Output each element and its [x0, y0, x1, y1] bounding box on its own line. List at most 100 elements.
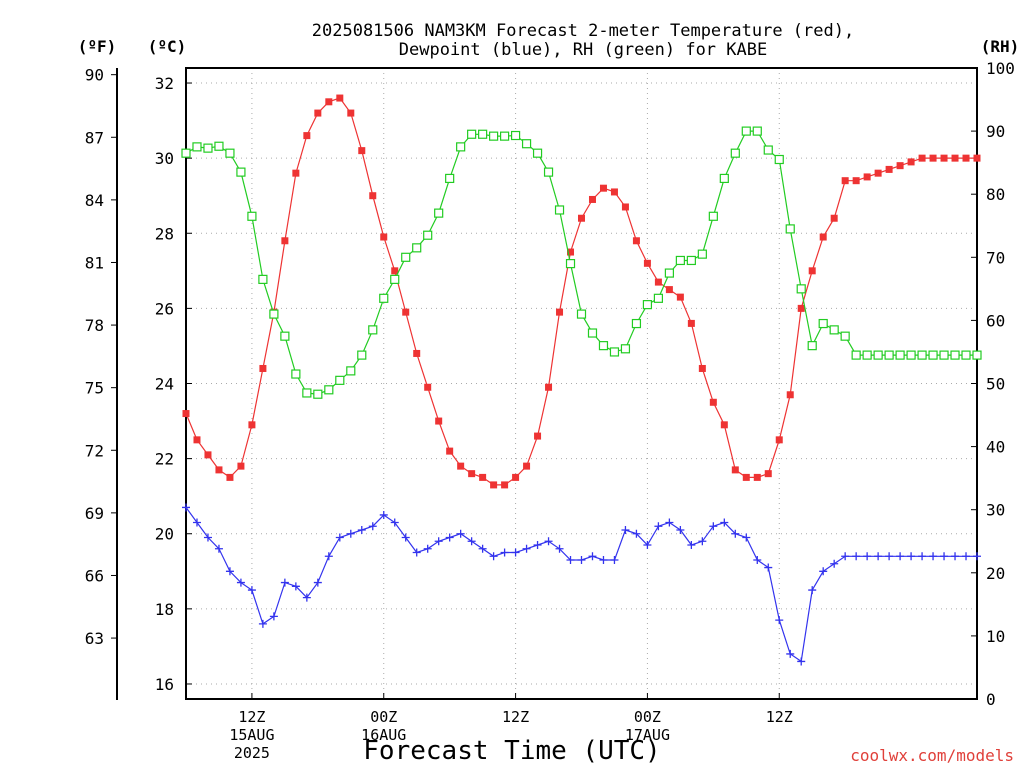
time-tick-label: 00Z	[370, 708, 397, 726]
dewpoint-point	[962, 552, 971, 561]
dewpoint-point	[863, 552, 872, 561]
fahrenheit-axis: 63 66 69 72 75 78 81 84 87 90	[85, 66, 117, 648]
temperature-point	[369, 192, 377, 200]
temperature-point	[215, 466, 223, 474]
temperature-point	[259, 364, 267, 372]
temperature-point	[281, 237, 289, 245]
celsius-tick-label: 26	[155, 299, 174, 318]
dewpoint-point	[951, 552, 960, 561]
time-tick-label: 12Z	[502, 708, 529, 726]
temperature-point	[347, 109, 355, 117]
fahrenheit-tick-label: 66	[85, 566, 104, 585]
dewpoint-point	[445, 533, 454, 542]
rh-tick-label: 60	[986, 311, 1005, 330]
dewpoint-point	[753, 556, 762, 565]
temperature-point	[940, 154, 948, 162]
rh-point	[445, 173, 455, 184]
rh-axis: 0 10 20 30 40 50 60 70 80 90 100	[971, 59, 1015, 709]
rh-point	[335, 375, 345, 385]
credit-label: coolwx.com/models	[850, 746, 1014, 765]
rh-point	[950, 350, 960, 360]
rh-point	[642, 300, 653, 310]
rh-point	[357, 350, 367, 360]
rh-point	[840, 331, 850, 341]
dewpoint-point	[775, 616, 784, 625]
dewpoint-point	[500, 548, 509, 557]
temperature-point	[292, 169, 300, 177]
dewpoint-point	[940, 552, 949, 561]
dewpoint-point	[335, 533, 344, 542]
temperature-point	[446, 447, 454, 455]
fahrenheit-unit-label: (ºF)	[78, 37, 117, 56]
rh-point	[412, 243, 422, 253]
dewpoint-point	[379, 510, 388, 519]
dewpoint-point	[214, 544, 223, 553]
temperature-point	[303, 132, 311, 140]
temperature-point	[797, 304, 805, 312]
fahrenheit-tick-label: 72	[85, 441, 104, 460]
rh-point	[489, 131, 499, 141]
rh-point	[181, 148, 191, 158]
temperature-point	[841, 177, 849, 185]
temperature-point	[720, 421, 728, 429]
temperature-point	[951, 154, 959, 162]
temperature-point	[830, 214, 838, 222]
rh-point	[664, 268, 674, 278]
dewpoint-point	[291, 582, 300, 591]
rh-point	[214, 141, 224, 151]
celsius-tick-label: 28	[155, 224, 174, 243]
dewpoint-point	[182, 503, 190, 512]
rh-series	[181, 126, 982, 399]
dewpoint-point	[731, 529, 740, 538]
temperature-point	[402, 308, 410, 316]
grid-lines	[186, 68, 977, 699]
rh-point	[390, 274, 400, 284]
time-tick-label: 17AUG	[625, 726, 670, 744]
rh-unit-label: (RH)	[981, 37, 1020, 56]
temperature-point	[413, 349, 421, 357]
rh-point	[576, 309, 587, 319]
rh-tick-label: 10	[986, 627, 1005, 646]
rh-point	[456, 142, 466, 152]
dewpoint-point	[456, 529, 465, 538]
dewpoint-point	[918, 552, 927, 561]
temperature-point	[973, 154, 981, 162]
rh-point	[774, 154, 784, 165]
celsius-unit-label: (ºC)	[148, 37, 187, 56]
rh-point	[730, 148, 740, 158]
rh-tick-label: 80	[986, 185, 1005, 204]
dewpoint-point	[346, 529, 355, 538]
temperature-point	[193, 436, 201, 444]
temperature-point	[314, 109, 322, 117]
fahrenheit-tick-label: 63	[85, 629, 104, 648]
fahrenheit-tick-label: 69	[85, 504, 104, 523]
dewpoint-point	[302, 593, 311, 602]
rh-point	[203, 143, 213, 153]
rh-point	[895, 350, 905, 360]
temperature-point	[578, 214, 585, 222]
dewpoint-point	[401, 533, 410, 542]
dewpoint-point	[324, 552, 333, 561]
rh-point	[225, 148, 235, 158]
chart-title-line-2: Dewpoint (blue), RH (green) for KABE	[399, 40, 767, 60]
temperature-point	[468, 470, 476, 478]
dewpoint-point	[929, 552, 938, 561]
rh-point	[961, 350, 971, 360]
rh-point	[917, 350, 927, 360]
time-tick-label: 12Z	[766, 708, 793, 726]
rh-point	[873, 350, 883, 360]
rh-point	[851, 350, 861, 360]
temperature-point	[764, 470, 772, 478]
rh-point	[313, 389, 323, 399]
rh-point	[401, 252, 411, 262]
rh-point	[741, 126, 751, 136]
temperature-point	[556, 308, 564, 316]
time-tick-label: 15AUG	[229, 726, 274, 744]
rh-point	[928, 350, 938, 360]
dewpoint-point	[577, 556, 586, 565]
rh-point	[906, 350, 916, 360]
temperature-point	[336, 94, 344, 102]
temperature-point	[380, 233, 388, 241]
dewpoint-point	[742, 533, 751, 542]
temperature-point	[391, 267, 399, 275]
